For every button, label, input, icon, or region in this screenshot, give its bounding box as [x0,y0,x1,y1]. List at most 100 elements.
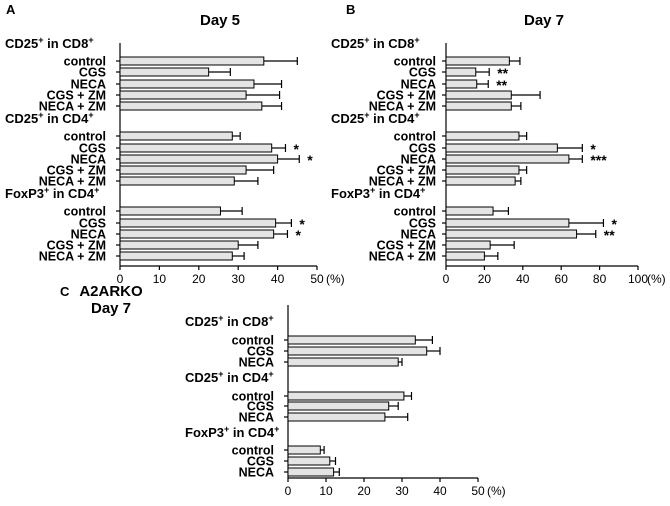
group-label: CD25+ in CD8+ [5,35,94,51]
category-label: NECA [71,228,106,242]
category-label: control [394,130,436,144]
group-label-superscript: + [38,35,43,45]
category-label: NECA [401,153,436,167]
x-tick-label: 0 [443,272,450,286]
group-label-superscript: + [224,424,229,434]
bar [119,154,279,164]
category-label: NECA [401,78,436,92]
x-tick-label: 40 [516,272,530,286]
category-label: control [232,334,274,348]
bar [445,143,558,153]
group-label-text: in CD4 [44,111,90,126]
group-label-superscript: + [414,35,419,45]
category-label: CGS + ZM [47,164,106,178]
bar [119,56,265,66]
group-label-text: in CD8 [44,36,89,51]
bar [119,176,235,186]
category-label: NECA [71,78,106,92]
chart-title: Day 7 [524,12,564,29]
bar [119,79,255,89]
category-label: control [394,205,436,219]
panel-letter: C [60,284,70,299]
significance-mark: ** [604,227,615,243]
category-label: NECA + ZM [369,100,436,114]
category-label: CGS [79,217,106,231]
bar [445,101,512,111]
bar [287,346,428,356]
category-label: control [232,444,274,458]
group-label: FoxP3+ in CD4+ [185,424,279,440]
bar [445,154,570,164]
bar [445,206,494,216]
bar [287,357,399,367]
bar [445,165,520,175]
bar [119,251,233,261]
group-label-superscript: + [268,313,273,323]
category-label: NECA + ZM [39,100,106,114]
significance-mark: * [295,227,301,243]
group-label-superscript: + [364,35,369,45]
chart-title: A2ARKO [79,283,143,300]
x-tick-label: 20 [478,272,492,286]
group-label-text: in CD4 [375,186,421,201]
bar [445,218,570,228]
group-label-superscript: + [420,185,425,195]
group-label-superscript: + [364,110,369,120]
group-label-text: in CD8 [370,36,415,51]
bar [445,67,477,77]
x-tick-label: 0 [285,484,292,498]
group-label-text: CD25 [5,36,38,51]
bar [119,229,275,239]
category-label: CGS + ZM [377,89,436,103]
bar [287,445,321,455]
chart-title: Day 5 [200,12,240,29]
bar [287,401,390,411]
category-label: NECA + ZM [39,175,106,189]
category-label: CGS [409,66,436,80]
category-label: CGS + ZM [47,239,106,253]
bar [445,131,520,141]
x-tick-label: 40 [433,484,447,498]
significance-mark: *** [590,152,607,168]
category-label: CGS + ZM [47,89,106,103]
category-label: CGS [247,345,274,359]
x-tick-label: 30 [395,484,409,498]
group-label: CD25+ in CD8+ [331,35,420,51]
group-label-text: FoxP3 [331,186,370,201]
bar [119,165,247,175]
x-tick-label: 20 [192,272,206,286]
group-label-text: in CD4 [224,370,270,385]
category-label: NECA [239,466,274,480]
x-axis-label: (%) [326,272,345,286]
group-label-text: CD25 [331,36,364,51]
bar [287,412,386,422]
category-label: control [64,55,106,69]
group-label-superscript: + [414,110,419,120]
x-tick-label: 10 [319,484,333,498]
bar [119,131,233,141]
group-label: CD25+ in CD4+ [331,110,420,126]
significance-mark: * [611,216,617,232]
group-label-superscript: + [88,35,93,45]
bar [119,101,263,111]
bar [445,90,512,100]
x-axis-label: (%) [647,272,666,286]
group-label: FoxP3+ in CD4+ [5,185,99,201]
group-label-text: CD25 [185,370,218,385]
x-tick-label: 20 [357,484,371,498]
group-label-superscript: + [370,185,375,195]
category-label: NECA [239,356,274,370]
x-tick-label: 100 [628,272,648,286]
category-label: control [64,130,106,144]
significance-mark: * [307,152,313,168]
category-label: NECA + ZM [39,250,106,264]
bar [119,143,273,153]
group-label-superscript: + [44,185,49,195]
x-tick-label: 50 [310,272,324,286]
x-tick-label: 40 [271,272,285,286]
category-label: CGS + ZM [377,239,436,253]
category-label: NECA [71,153,106,167]
category-label: NECA [239,411,274,425]
bar [119,206,221,216]
bar [287,391,405,401]
